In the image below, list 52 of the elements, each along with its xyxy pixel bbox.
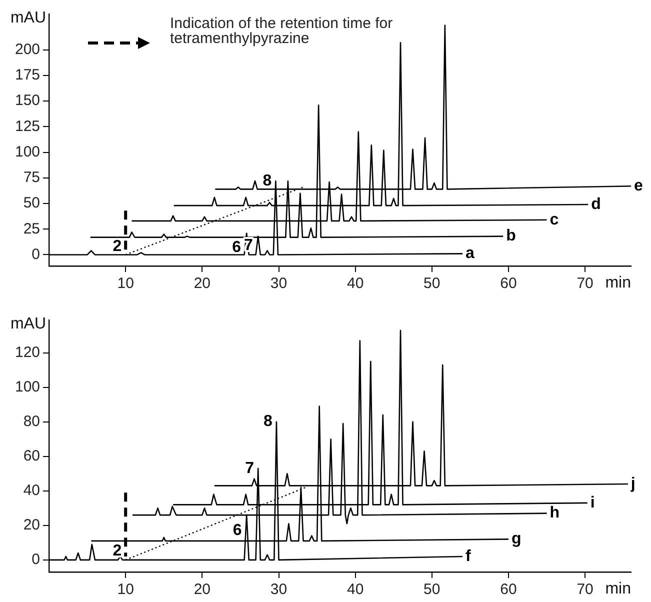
y-tick-label: 200 (14, 40, 40, 58)
y-tick-label: 60 (23, 447, 40, 464)
x-axis-title: min (605, 274, 631, 292)
y-tick-label: 100 (14, 143, 40, 160)
annotation: 8 (262, 172, 272, 190)
y-tick-label: 100 (14, 378, 40, 396)
x-tick-label: 30 (270, 275, 288, 292)
x-tick-label: 60 (500, 275, 517, 292)
series-label: h (550, 504, 560, 522)
series-label: d (591, 196, 601, 213)
annotation: 2 (112, 238, 122, 255)
series-label: f (466, 548, 472, 565)
x-tick-label: 70 (576, 581, 594, 598)
x-tick-label: 10 (117, 581, 134, 598)
y-tick-label: 125 (14, 118, 40, 135)
x-tick-label: 40 (346, 581, 364, 598)
series-label: i (590, 494, 595, 512)
annotation: 8 (264, 413, 273, 430)
series-label: a (466, 245, 475, 262)
series-label: j (630, 475, 636, 492)
y-tick-label: 20 (23, 516, 40, 534)
y-tick-label: 120 (14, 344, 40, 361)
x-tick-label: 30 (270, 581, 288, 598)
x-tick-label: 50 (424, 275, 440, 292)
y-tick-label: 25 (23, 220, 40, 238)
annotation: 6 (232, 238, 242, 256)
y-axis-title: mAU (10, 315, 46, 332)
y-tick-label: 0 (32, 551, 40, 568)
annotation: Indication of the retention time for tetramenthylpyrazine (170, 15, 394, 47)
x-axis-title: min (605, 580, 631, 598)
x-tick-label: 10 (117, 275, 134, 292)
x-tick-label: 40 (346, 275, 364, 292)
x-tick-label: 50 (424, 581, 440, 598)
series-label: c (550, 211, 559, 228)
x-tick-label: 60 (500, 581, 517, 598)
y-axis-title: mAU (10, 9, 46, 26)
series-label: b (506, 228, 516, 245)
y-tick-label: 150 (14, 92, 40, 110)
annotation: 2 (112, 542, 122, 560)
x-tick-label: 20 (194, 275, 211, 292)
series-label: g (511, 530, 522, 548)
y-tick-label: 0 (32, 246, 40, 263)
y-tick-label: 75 (23, 169, 40, 186)
x-tick-label: 20 (194, 581, 211, 598)
y-tick-label: 175 (14, 66, 40, 84)
y-tick-label: 50 (23, 194, 40, 212)
y-tick-label: 40 (23, 482, 40, 500)
y-tick-label: 80 (23, 412, 40, 430)
series-label: e (634, 178, 643, 195)
annotation: 7 (245, 460, 254, 477)
annotation: 6 (232, 522, 242, 539)
x-tick-label: 70 (576, 275, 594, 292)
